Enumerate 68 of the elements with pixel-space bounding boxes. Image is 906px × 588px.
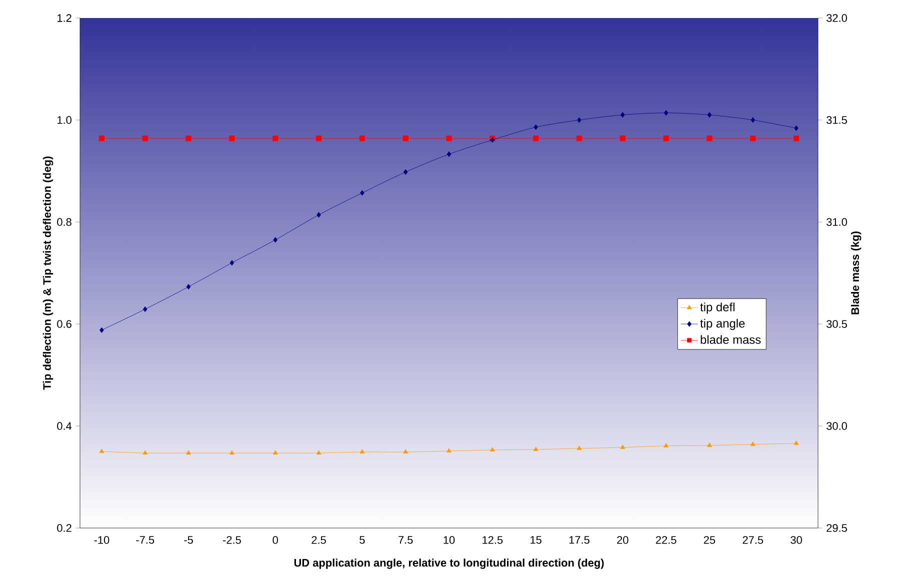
point (142, 450, 148, 455)
y-tick-label: 1.2 (57, 14, 72, 22)
x-tick-label: 12.5 (482, 536, 503, 544)
x-tick-label: -5 (184, 536, 193, 544)
point (403, 169, 408, 175)
point (533, 446, 538, 451)
point (316, 450, 322, 455)
x-tick-label: 27.5 (742, 536, 764, 544)
point (446, 151, 452, 157)
point (490, 447, 495, 452)
point (620, 112, 625, 118)
y2-axis-title: Blade mass (kg) (850, 232, 862, 314)
point (99, 448, 104, 453)
legend-label: blade mass (700, 335, 761, 344)
x-tick-label: 15 (530, 536, 542, 544)
x-tick-label: 30 (790, 536, 802, 544)
x-tick-label: -7.5 (136, 536, 154, 544)
x-tick-label: 10 (444, 536, 455, 544)
point (272, 450, 278, 455)
y2-tick-label: 32.0 (826, 14, 847, 22)
point (403, 449, 408, 454)
point (360, 449, 365, 454)
x-tick-label: 7.5 (398, 536, 413, 544)
y-tick-label: 0.6 (57, 320, 72, 328)
point (100, 327, 104, 333)
y2-tick-label: 30.5 (826, 320, 847, 328)
y-tick-label: 0.2 (57, 524, 72, 532)
point (794, 125, 798, 131)
point (576, 446, 582, 450)
point (446, 448, 452, 452)
x-tick-label: 0 (272, 536, 278, 544)
point (230, 260, 234, 266)
legend-label: tip defl (700, 302, 734, 314)
x-axis-title: UD application angle, relative to longitudinal direction (deg) (294, 558, 604, 569)
point (707, 442, 712, 447)
point (186, 284, 191, 290)
point (664, 443, 669, 448)
y2-tick-label: 29.5 (826, 524, 847, 532)
point (750, 442, 756, 446)
point (186, 450, 191, 455)
y-tick-label: 1.0 (57, 116, 72, 124)
point (664, 110, 668, 116)
point (750, 117, 756, 123)
point (620, 444, 626, 449)
x-tick-label: 2.5 (312, 536, 326, 544)
y-tick-label: 0.4 (57, 422, 72, 430)
x-tick-label: 5 (360, 536, 365, 544)
point (577, 117, 582, 123)
x-tick-label: 25 (704, 536, 716, 544)
point (707, 112, 712, 118)
point (316, 212, 321, 218)
y2-tick-label: 30.0 (826, 422, 847, 430)
point (273, 237, 278, 243)
y-tick-label: 0.8 (57, 218, 72, 226)
point (230, 450, 234, 455)
y2-tick-label: 31.5 (826, 116, 847, 124)
x-tick-label: -2.5 (222, 536, 241, 544)
point (142, 306, 148, 312)
legend-label: tip angle (700, 318, 745, 330)
point (360, 190, 364, 196)
point (534, 124, 538, 130)
x-tick-label: 20 (617, 536, 628, 544)
x-tick-label: -10 (94, 536, 110, 544)
y2-tick-label: 31.0 (826, 218, 847, 226)
point (794, 440, 799, 445)
y-axis-title: Tip deflection (m) & Tip twist deflection (deg) (42, 156, 54, 390)
x-tick-label: 17.5 (569, 536, 590, 544)
x-tick-label: 22.5 (656, 536, 676, 544)
